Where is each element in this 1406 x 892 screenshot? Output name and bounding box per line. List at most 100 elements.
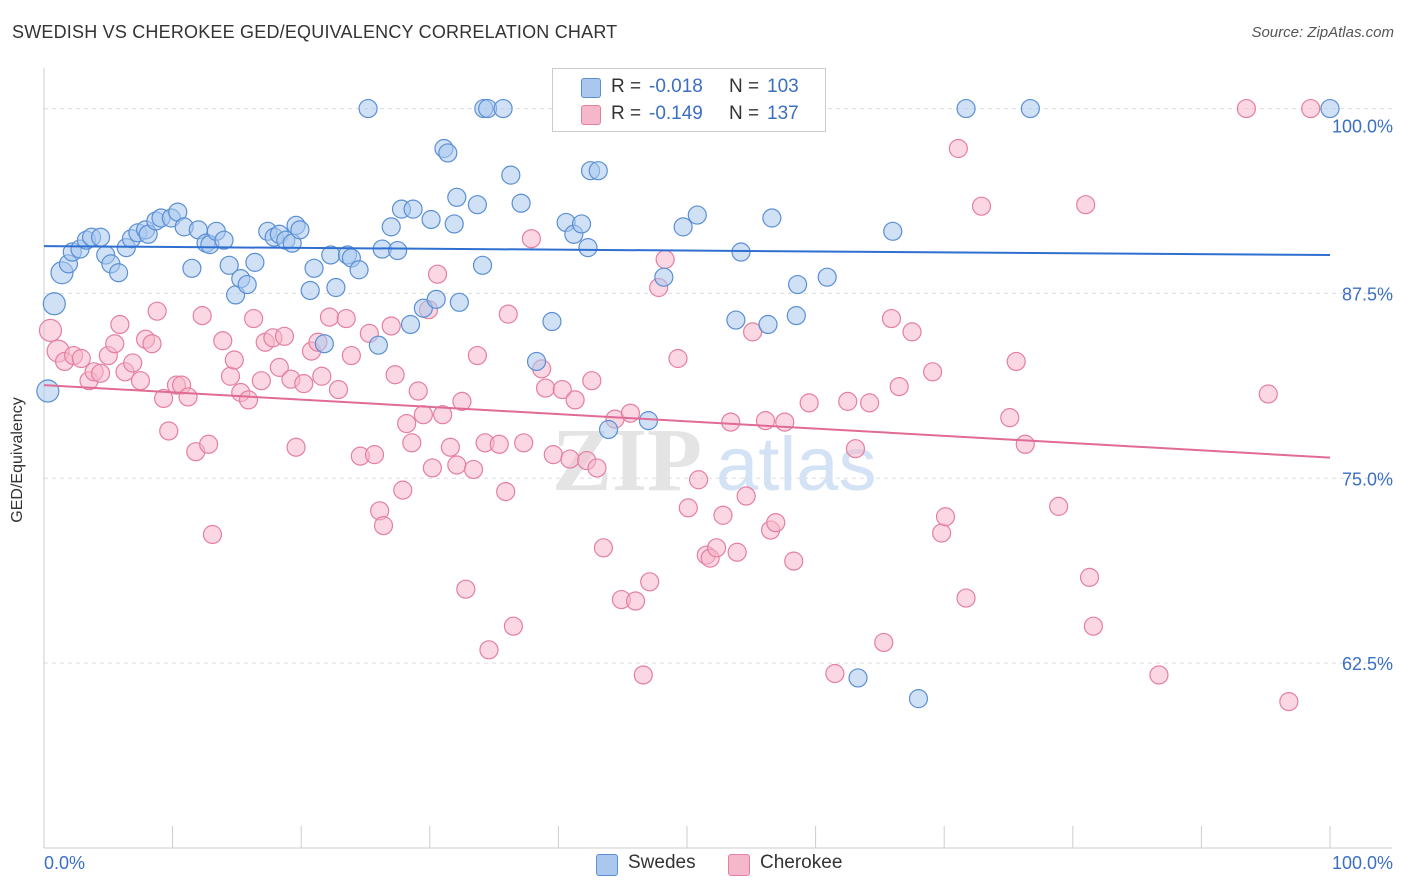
swedes-point xyxy=(403,199,423,219)
cherokee-point xyxy=(956,588,976,608)
swedes-point xyxy=(673,217,693,237)
legend-swatch-swedes xyxy=(581,78,601,98)
swedes-trend-line xyxy=(43,245,1331,256)
cherokee-point xyxy=(688,470,709,490)
swedes-point xyxy=(314,334,334,354)
x-tick-label: 100.0% xyxy=(1332,853,1393,873)
cherokee-point xyxy=(874,632,894,653)
y-tick-label: 100.0% xyxy=(1332,117,1393,137)
cherokee-point xyxy=(159,421,179,441)
cherokee-point xyxy=(565,390,585,410)
swedes-point xyxy=(542,311,562,332)
cherokee-point xyxy=(447,455,467,475)
cherokee-point xyxy=(220,366,241,386)
cherokee-point xyxy=(341,345,361,366)
swedes-point xyxy=(182,258,202,278)
cherokee-point xyxy=(452,391,472,411)
cherokee-point xyxy=(489,434,509,454)
swedes-point xyxy=(400,314,421,335)
cherokee-point xyxy=(328,379,349,400)
swedes-point xyxy=(571,214,592,234)
legend-r-value: -0.149 xyxy=(649,103,703,124)
cherokee-point xyxy=(202,524,223,545)
cherokee-point xyxy=(678,498,698,518)
x-tick-label: 0.0% xyxy=(44,853,85,873)
swedes-point xyxy=(326,277,346,298)
cherokee-point xyxy=(498,304,518,324)
swedes-point xyxy=(467,195,487,215)
swedes-point xyxy=(787,274,808,295)
swedes-point xyxy=(817,267,837,287)
cherokee-point xyxy=(889,377,909,397)
cherokee-point xyxy=(736,486,756,506)
swedes-point xyxy=(472,255,493,275)
cherokee-point xyxy=(413,405,433,425)
y-tick-label: 87.5% xyxy=(1342,284,1393,304)
swedes-point xyxy=(388,240,408,261)
cherokee-point xyxy=(110,314,130,335)
cherokee-point xyxy=(825,663,845,684)
cherokee-point xyxy=(535,378,556,398)
cherokee-point xyxy=(286,437,306,457)
cherokee-point xyxy=(1006,351,1026,372)
cherokee-point xyxy=(881,308,902,329)
axes xyxy=(43,68,1392,849)
cherokee-point xyxy=(364,445,385,465)
legend-n-value: 103 xyxy=(767,76,799,97)
swedes-point xyxy=(848,668,868,688)
swedes-point xyxy=(237,274,257,295)
swedes-points xyxy=(36,98,1340,709)
swedes-point xyxy=(598,419,619,440)
cherokee-point xyxy=(467,345,487,366)
swedes-point xyxy=(1320,98,1340,119)
swedes-point xyxy=(1020,98,1040,119)
cherokee-point xyxy=(142,334,162,354)
swedes-point xyxy=(349,260,369,280)
swedes-point xyxy=(786,306,806,326)
cherokee-point xyxy=(251,371,271,391)
y-tick-label: 62.5% xyxy=(1342,654,1393,674)
bottom-swatch-cherokee xyxy=(728,854,750,876)
cherokee-point xyxy=(721,412,741,432)
cherokee-point xyxy=(1279,691,1299,712)
cherokee-trend-line xyxy=(43,384,1331,459)
cherokee-point xyxy=(496,481,516,502)
swedes-point xyxy=(290,220,310,240)
cherokee-point xyxy=(274,326,295,346)
swedes-point xyxy=(90,227,111,247)
legend-n-label: N = xyxy=(729,76,760,97)
cherokee-point xyxy=(319,307,340,327)
cherokee-points xyxy=(38,98,1321,712)
cherokee-point xyxy=(408,381,428,401)
cherokee-point xyxy=(1049,496,1069,516)
cherokee-point xyxy=(593,538,614,558)
swedes-point xyxy=(501,165,521,185)
cherokee-point xyxy=(923,362,943,382)
cherokee-point xyxy=(668,348,688,369)
swedes-point xyxy=(108,263,129,283)
swedes-point xyxy=(654,267,674,287)
cherokee-point xyxy=(514,433,534,453)
swedes-point xyxy=(219,255,239,275)
cherokee-point xyxy=(397,413,417,434)
cherokee-point xyxy=(784,551,804,571)
cherokee-point xyxy=(312,366,332,386)
bottom-legend-label: Cherokee xyxy=(760,852,843,873)
y-tick-label: 75.0% xyxy=(1342,469,1393,489)
swedes-point xyxy=(304,258,324,278)
swedes-point xyxy=(638,411,659,431)
cherokee-point xyxy=(543,445,563,465)
cherokee-point xyxy=(71,348,91,369)
cherokee-point xyxy=(838,391,858,411)
cherokee-point xyxy=(381,316,401,336)
cherokee-point xyxy=(224,350,244,370)
cherokee-point xyxy=(1015,434,1035,454)
cherokee-point xyxy=(503,616,523,636)
cherokee-point xyxy=(935,507,956,527)
cherokee-point xyxy=(625,591,646,611)
cherokee-point xyxy=(655,249,675,270)
swedes-point xyxy=(447,187,467,207)
swedes-point xyxy=(758,314,778,335)
cherokee-point xyxy=(440,437,460,457)
